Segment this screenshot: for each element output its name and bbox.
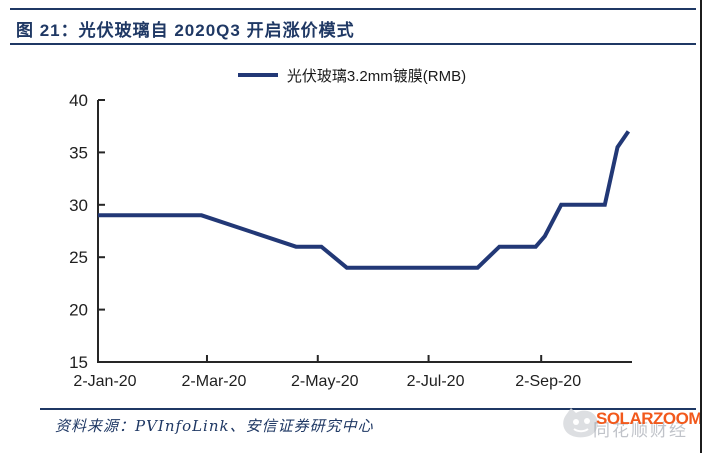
y-tick-label: 40	[69, 91, 88, 110]
x-tick-label: 2-Sep-20	[515, 373, 581, 390]
chart-area: 15 20 25 30 35 40 2-Jan-20 2-Mar-20 2-May-20 2-Ju…	[0, 85, 704, 405]
top-rule	[10, 8, 696, 10]
price-line-chart: 15 20 25 30 35 40 2-Jan-20 2-Mar-20 2-May-20 2-Ju…	[69, 91, 632, 390]
y-tick-label: 30	[69, 196, 88, 215]
y-tick-label: 15	[69, 353, 88, 372]
x-tick-label: 2-May-20	[291, 373, 359, 390]
price-line	[98, 130, 631, 270]
legend-label: 光伏玻璃3.2mm镀膜(RMB)	[286, 67, 467, 85]
watermark-background-text: 同花顺财经	[593, 421, 688, 440]
y-tick-label: 35	[69, 143, 88, 162]
footer-rule	[40, 408, 696, 410]
figure-title: 图 21：光伏玻璃自 2020Q3 开启涨价模式	[16, 21, 355, 40]
axes	[97, 100, 632, 363]
watermark: 同花顺财经 SOLARZOOM	[560, 403, 703, 449]
title-underline	[10, 43, 696, 45]
source-note: 资料来源：PVInfoLink、安信证券研究中心	[55, 417, 374, 435]
page-right-border	[700, 0, 702, 453]
x-tick-label: 2-Jul-20	[407, 373, 465, 390]
mascot-blob-icon	[563, 408, 598, 438]
legend-line-swatch-icon	[237, 73, 278, 77]
x-tick-label: 2-Jan-20	[73, 373, 136, 390]
y-tick-label: 20	[69, 301, 88, 320]
watermark-brand-text: SOLARZOOM	[596, 409, 703, 428]
chart-legend: 光伏玻璃3.2mm镀膜(RMB)	[0, 64, 704, 86]
y-tick-label: 25	[69, 248, 88, 267]
x-tick-label: 2-Mar-20	[182, 373, 247, 390]
